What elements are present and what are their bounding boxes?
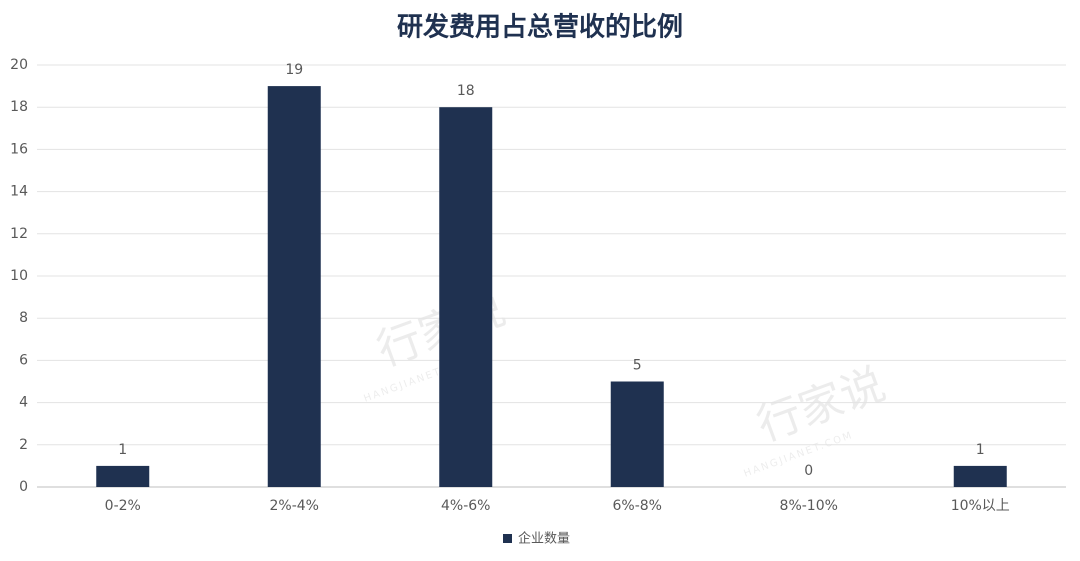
data-label: 0 (804, 463, 813, 479)
bar (953, 465, 1007, 487)
x-tick-label: 6%-8% (613, 498, 662, 514)
y-tick-label: 2 (19, 437, 28, 453)
data-label: 18 (457, 83, 475, 99)
x-tick-label: 8%-10% (780, 498, 838, 514)
legend-label: 企业数量 (518, 531, 570, 547)
y-tick-label: 6 (19, 352, 28, 368)
data-label: 1 (976, 442, 985, 458)
legend-swatch (503, 534, 512, 543)
data-label: 1 (118, 442, 127, 458)
y-tick-label: 20 (10, 57, 28, 73)
y-tick-label: 0 (19, 479, 28, 495)
y-tick-label: 8 (19, 310, 28, 326)
data-label: 5 (633, 358, 642, 374)
y-tick-label: 12 (10, 226, 28, 242)
bar (267, 86, 321, 487)
y-tick-label: 18 (10, 99, 28, 115)
watermark: 行家说 (750, 359, 891, 452)
y-tick-label: 16 (10, 141, 28, 157)
x-tick-label: 10%以上 (951, 498, 1010, 514)
y-tick-label: 14 (10, 184, 28, 200)
bar (439, 107, 493, 487)
x-tick-label: 2%-4% (270, 498, 319, 514)
bar (96, 465, 150, 487)
data-label: 19 (285, 62, 303, 78)
bar (610, 381, 664, 487)
y-tick-label: 10 (10, 268, 28, 284)
x-tick-label: 0-2% (105, 498, 141, 514)
x-tick-label: 4%-6% (441, 498, 490, 514)
y-tick-label: 4 (19, 395, 28, 411)
chart-title: 研发费用占总营收的比例 (397, 12, 683, 43)
